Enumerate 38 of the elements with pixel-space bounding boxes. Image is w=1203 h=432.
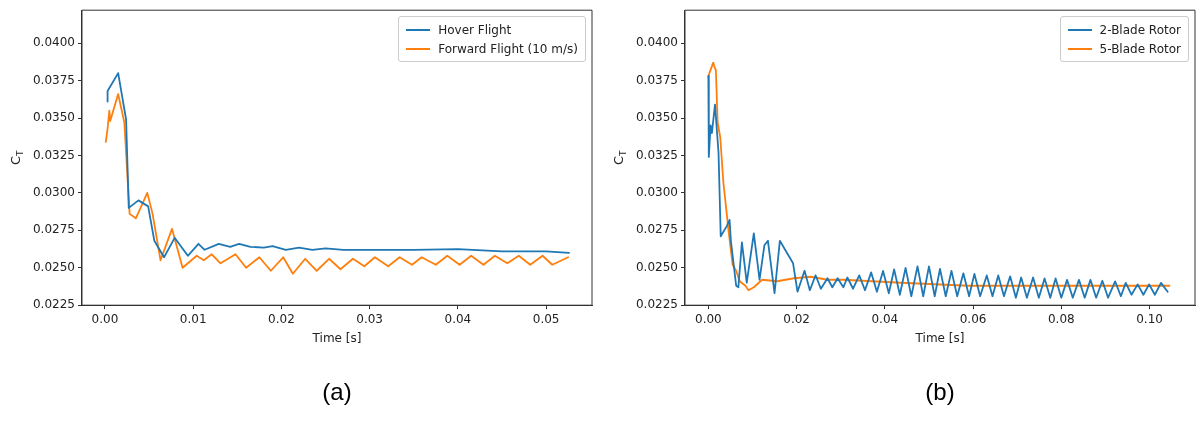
y-tick-label: 0.0275	[635, 222, 678, 237]
y-tick-label: 0.0300	[32, 185, 75, 200]
text: (b)	[925, 378, 955, 406]
text: (a)	[322, 378, 352, 406]
y-tick-label: 0.0375	[32, 72, 75, 87]
y-axis-title: CT	[610, 149, 628, 165]
y-tick-label: 0.0325	[635, 147, 678, 162]
y-tick-label: 0.0350	[32, 110, 75, 125]
y-axis-title: CT	[7, 149, 25, 165]
x-tick-label: 0.01	[179, 311, 207, 326]
y-tick-label: 0.0225	[32, 297, 75, 312]
y-tick-label: 0.0275	[32, 222, 75, 237]
x-tick-label: 0.00	[695, 311, 722, 326]
x-tick-label: 0.06	[959, 311, 987, 326]
y-tick-label: 0.0375	[635, 72, 678, 87]
x-axis-title: Time [s]	[914, 330, 965, 345]
legend-label: 5-Blade Rotor	[1099, 41, 1181, 56]
x-tick-label: 0.05	[532, 311, 560, 326]
legend-label: Hover Flight	[438, 22, 512, 37]
x-tick-label: 0.02	[268, 311, 295, 326]
y-tick-label: 0.0225	[635, 297, 678, 312]
y-tick-label: 0.0350	[635, 110, 678, 125]
y-tick-label: 0.0325	[32, 147, 75, 162]
x-tick-label: 0.04	[871, 311, 899, 326]
x-axis-title: Time [s]	[311, 330, 362, 345]
y-tick-label: 0.0250	[32, 259, 75, 274]
y-tick-label: 0.0400	[635, 35, 678, 50]
legend-label: 2-Blade Rotor	[1099, 22, 1181, 37]
x-tick-label: 0.04	[444, 311, 472, 326]
y-tick-label: 0.0400	[32, 35, 75, 50]
x-tick-label: 0.00	[91, 311, 119, 326]
legend-label: Forward Flight (10 m/s)	[438, 41, 578, 56]
y-tick-label: 0.0300	[635, 185, 678, 200]
x-tick-label: 0.08	[1047, 311, 1075, 326]
x-tick-label: 0.03	[356, 311, 383, 326]
y-tick-label: 0.0250	[635, 259, 678, 274]
x-tick-label: 0.02	[783, 311, 810, 326]
x-tick-label: 0.10	[1136, 311, 1163, 326]
